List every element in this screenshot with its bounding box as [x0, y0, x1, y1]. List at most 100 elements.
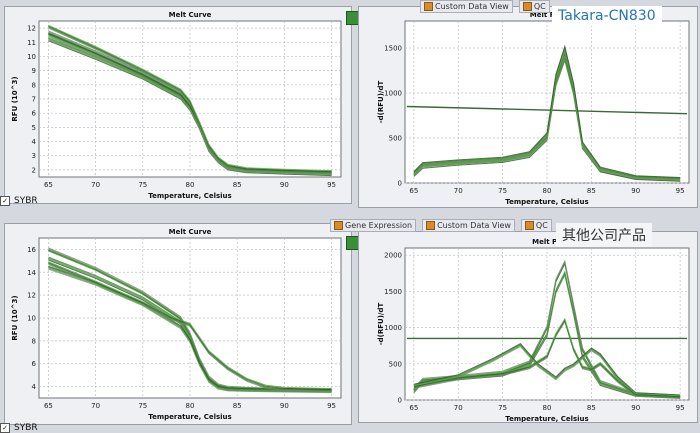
chart-title: Melt Curve: [169, 228, 212, 236]
x-tick-label: 95: [327, 181, 336, 189]
x-tick-label: 75: [498, 187, 507, 195]
data-view-icon: [426, 221, 436, 230]
y-tick-label: 2: [32, 166, 36, 174]
melt-series-line: [48, 262, 332, 390]
y-tick-label: 12: [27, 292, 36, 300]
y-tick-label: 0: [398, 397, 402, 405]
y-tick-label: 16: [27, 246, 36, 254]
melt-peak-plot-top: 65 70 75 80 85 90 95 0 500 1000 1500 Melt Pea Temper…: [359, 7, 697, 207]
threshold-line[interactable]: [406, 105, 688, 115]
sybr-label: SYBR: [14, 423, 38, 433]
y-axis-label: -d(RFU)/dT: [377, 303, 385, 346]
melt-series-line: [48, 256, 332, 390]
melt-peak-plot-bottom: 65 70 75 80 85 90 95 0 500 1000 1500 2000 Melt Pe Tem…: [359, 232, 697, 422]
melt-curve-panel-top: 65 70 75 80 85 90 95 2 3 4 5 6 7 8 9 10 11 12 Melt Curve Te…: [4, 6, 362, 204]
x-tick-label: 95: [676, 187, 685, 195]
melt-series-line: [48, 264, 332, 392]
x-tick-label: 75: [498, 404, 507, 412]
y-axis-label: RFU (10^3): [11, 295, 19, 340]
tab-label: Custom Data View: [437, 221, 511, 230]
melt-series-line: [48, 263, 332, 391]
tab-label: QC: [535, 221, 548, 230]
toolbar-top: Custom Data View QC: [420, 0, 550, 13]
y-tick-label: 2000: [384, 252, 402, 260]
tab-qc[interactable]: QC: [518, 0, 550, 13]
melt-series-line: [48, 24, 332, 172]
x-tick-label: 65: [409, 187, 418, 195]
x-tick-label: 70: [91, 181, 100, 189]
y-tick-label: 7: [32, 96, 36, 104]
y-tick-label: 14: [27, 269, 36, 277]
sybr-row-bottom: ✓ SYBR: [0, 423, 38, 433]
x-tick-label: 85: [233, 402, 242, 410]
y-tick-label: 9: [32, 67, 36, 75]
y-axis-label: -d(RFU)/dT: [377, 81, 385, 124]
y-tick-label: 5: [32, 124, 36, 132]
y-tick-label: 11: [27, 39, 36, 47]
y-tick-label: 10: [27, 315, 36, 323]
tab-custom-data-view[interactable]: Custom Data View: [420, 0, 513, 13]
top-software-panel: 65 70 75 80 85 90 95 2 3 4 5 6 7 8 9 10 11 12 Melt Curve Te…: [0, 0, 700, 208]
y-tick-label: 6: [32, 110, 37, 118]
melt-series-line: [48, 261, 332, 390]
y-axis-label: RFU (10^3): [11, 76, 19, 121]
x-axis-label: Temperature, Celsius: [148, 192, 231, 200]
x-tick-label: 80: [543, 187, 552, 195]
tab-label: Gene Expression: [345, 221, 413, 230]
melt-curve-plot-top: 65 70 75 80 85 90 95 2 3 4 5 6 7 8 9 10 11 12 Melt Curve Te…: [5, 7, 351, 203]
melt-series-line: [413, 343, 681, 397]
chart-title: Melt Pe: [532, 238, 562, 246]
melt-curve-plot-bottom: 65 70 75 80 85 90 95 4 6 8 10 12 14 16 Melt Curve Tempe…: [5, 224, 351, 424]
tab-custom-data-view[interactable]: Custom Data View: [422, 219, 515, 232]
melt-series-line: [48, 247, 332, 390]
gene-expression-icon: [334, 221, 343, 230]
toolbar-bottom: Gene Expression Custom Data View QC: [330, 219, 552, 232]
sybr-label: SYBR: [14, 196, 38, 206]
tab-gene-expression[interactable]: Gene Expression: [330, 219, 417, 232]
x-tick-label: 90: [631, 404, 640, 412]
x-tick-label: 85: [233, 181, 242, 189]
y-tick-label: 10: [27, 53, 36, 61]
y-tick-label: 4: [32, 138, 37, 146]
y-tick-label: 4: [32, 383, 37, 391]
y-tick-label: 6: [32, 360, 37, 368]
x-tick-label: 80: [543, 404, 552, 412]
x-axis-label: Temperature, Celsius: [505, 415, 588, 422]
y-tick-label: 12: [27, 25, 36, 33]
bottom-software-panel: 65 70 75 80 85 90 95 4 6 8 10 12 14 16 Melt Curve Tempe…: [0, 217, 700, 433]
x-tick-label: 95: [676, 404, 685, 412]
melt-peak-chart-top: 65 70 75 80 85 90 95 0 500 1000 1500 Melt Pea Temper…: [377, 11, 690, 206]
melt-series-line: [413, 344, 681, 398]
qc-icon: [524, 221, 534, 230]
y-tick-label: 3: [32, 152, 36, 160]
sybr-checkbox[interactable]: ✓: [0, 196, 10, 206]
x-tick-label: 75: [138, 181, 147, 189]
chart-title: Melt Curve: [169, 11, 212, 19]
melt-peak-panel-top: 65 70 75 80 85 90 95 0 500 1000 1500 Melt Pea Temper…: [358, 6, 698, 208]
y-tick-label: 8: [32, 81, 36, 89]
melt-peak-panel-bottom: 65 70 75 80 85 90 95 0 500 1000 1500 2000 Melt Pe Tem…: [358, 231, 698, 423]
y-tick-label: 1000: [384, 90, 402, 98]
tab-label: QC: [533, 2, 546, 11]
y-tick-label: 8: [32, 337, 36, 345]
x-tick-label: 95: [327, 402, 336, 410]
brand-label-top: Takara-CN830: [552, 6, 662, 26]
x-tick-label: 85: [587, 187, 596, 195]
melt-series-line: [413, 317, 681, 397]
sybr-checkbox[interactable]: ✓: [0, 423, 10, 433]
tab-label: Custom Data View: [435, 2, 509, 11]
x-tick-label: 65: [44, 402, 53, 410]
y-tick-label: 1000: [384, 324, 402, 332]
melt-series-line: [413, 44, 681, 178]
y-tick-label: 500: [389, 360, 402, 368]
x-tick-label: 70: [454, 187, 463, 195]
x-tick-label: 70: [454, 404, 463, 412]
x-axis-label: Temperature, Celsius: [148, 413, 231, 421]
x-axis-label: Temperature, Celsius: [505, 198, 588, 206]
qc-icon: [522, 2, 532, 11]
y-tick-label: 1500: [384, 288, 402, 296]
tab-qc[interactable]: QC: [520, 219, 552, 232]
x-tick-label: 70: [91, 402, 100, 410]
x-tick-label: 65: [44, 181, 53, 189]
